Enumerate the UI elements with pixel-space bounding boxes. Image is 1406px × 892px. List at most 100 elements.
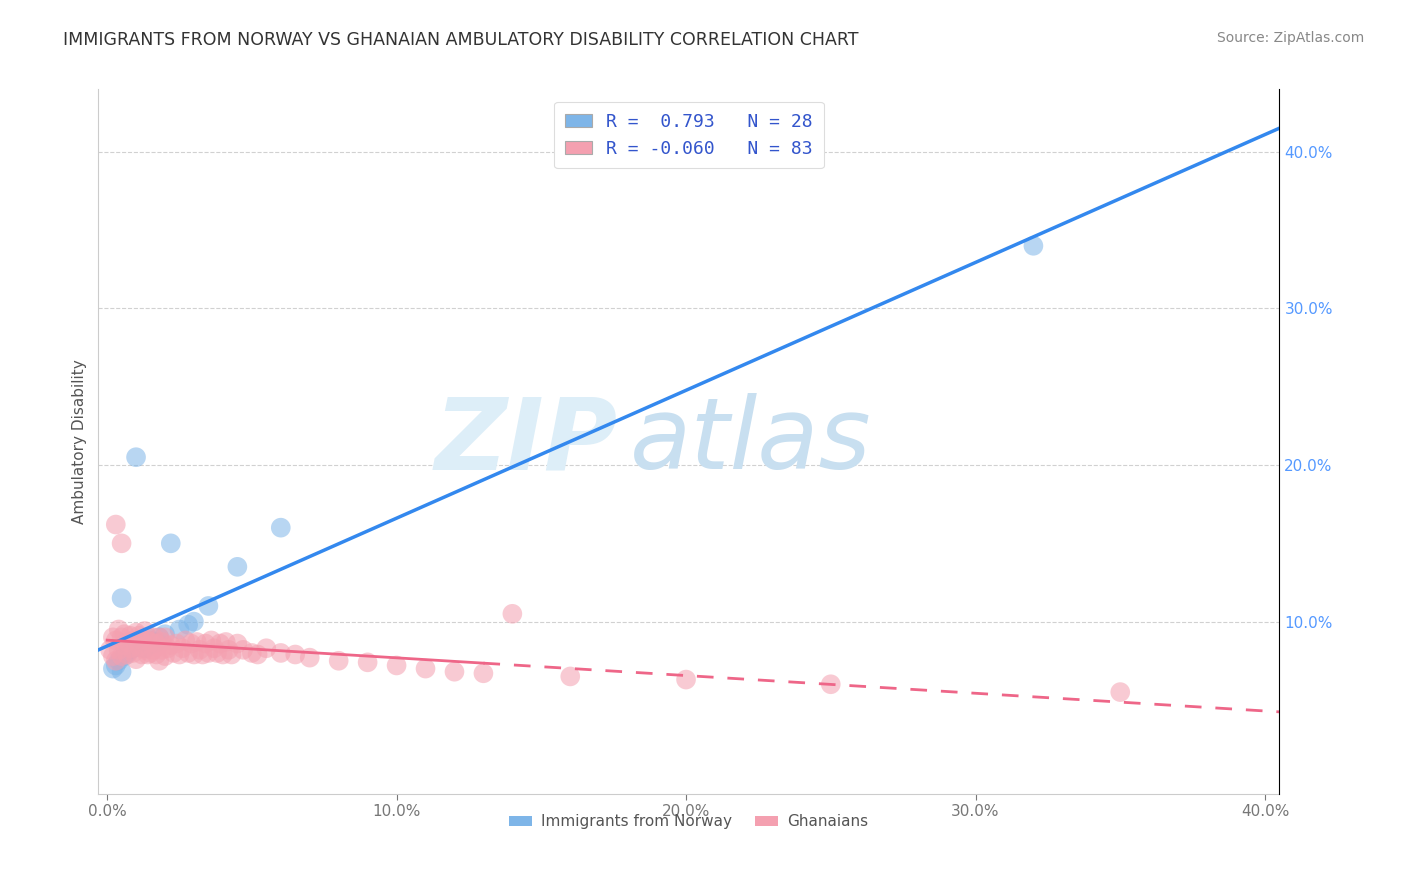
Point <box>104 517 127 532</box>
Point <box>101 630 124 644</box>
Point <box>415 662 437 676</box>
Text: IMMIGRANTS FROM NORWAY VS GHANAIAN AMBULATORY DISABILITY CORRELATION CHART: IMMIGRANTS FROM NORWAY VS GHANAIAN AMBUL… <box>63 31 859 49</box>
Point <box>150 642 173 657</box>
Point <box>148 654 170 668</box>
Text: atlas: atlas <box>630 393 872 490</box>
Point <box>221 648 243 662</box>
Point <box>328 654 350 668</box>
Point <box>172 641 194 656</box>
Point <box>202 641 225 656</box>
Point <box>232 642 254 657</box>
Text: ZIP: ZIP <box>434 393 619 490</box>
Point <box>385 658 408 673</box>
Point <box>284 648 307 662</box>
Point <box>114 649 136 664</box>
Point <box>110 649 132 664</box>
Point <box>1109 685 1132 699</box>
Point <box>134 624 156 638</box>
Point <box>142 630 165 644</box>
Point <box>169 648 191 662</box>
Point <box>136 648 159 662</box>
Point <box>142 642 165 657</box>
Point <box>145 636 167 650</box>
Point <box>197 599 219 613</box>
Point <box>139 633 162 648</box>
Point <box>128 629 150 643</box>
Point <box>675 673 697 687</box>
Point <box>139 646 162 660</box>
Point <box>125 652 148 666</box>
Point <box>188 642 211 657</box>
Point <box>114 638 136 652</box>
Point <box>148 630 170 644</box>
Point <box>122 646 145 660</box>
Point <box>125 625 148 640</box>
Point <box>145 635 167 649</box>
Point <box>114 627 136 641</box>
Point <box>356 656 378 670</box>
Point <box>120 641 142 656</box>
Point <box>117 648 139 662</box>
Point <box>122 633 145 648</box>
Point <box>125 638 148 652</box>
Point <box>153 649 176 664</box>
Point <box>472 666 495 681</box>
Point <box>142 636 165 650</box>
Point <box>104 654 127 668</box>
Point <box>150 635 173 649</box>
Point <box>180 636 202 650</box>
Point <box>134 641 156 656</box>
Point <box>131 633 153 648</box>
Point <box>218 642 240 657</box>
Point <box>153 630 176 644</box>
Point <box>166 636 188 650</box>
Point <box>131 635 153 649</box>
Point <box>153 627 176 641</box>
Point <box>101 662 124 676</box>
Point <box>117 635 139 649</box>
Point <box>128 633 150 648</box>
Point <box>131 648 153 662</box>
Point <box>128 640 150 654</box>
Point <box>215 635 238 649</box>
Point <box>246 648 269 662</box>
Point <box>122 641 145 656</box>
Point <box>134 642 156 657</box>
Point <box>107 642 129 657</box>
Point <box>104 658 127 673</box>
Point <box>98 642 121 657</box>
Point <box>212 648 235 662</box>
Point <box>208 636 231 650</box>
Point <box>501 607 523 621</box>
Point <box>117 646 139 660</box>
Point <box>560 669 582 683</box>
Point <box>110 665 132 679</box>
Legend: Immigrants from Norway, Ghanaians: Immigrants from Norway, Ghanaians <box>503 808 875 836</box>
Point <box>125 450 148 465</box>
Text: Source: ZipAtlas.com: Source: ZipAtlas.com <box>1216 31 1364 45</box>
Point <box>145 648 167 662</box>
Point <box>110 591 132 606</box>
Point <box>197 646 219 660</box>
Point <box>205 646 228 660</box>
Point <box>110 536 132 550</box>
Point <box>139 635 162 649</box>
Point <box>177 646 200 660</box>
Point <box>177 617 200 632</box>
Point <box>194 636 217 650</box>
Point <box>240 646 263 660</box>
Point <box>270 521 292 535</box>
Point <box>226 559 249 574</box>
Point <box>107 623 129 637</box>
Point <box>270 646 292 660</box>
Point <box>186 635 208 649</box>
Point <box>136 633 159 648</box>
Point <box>120 629 142 643</box>
Point <box>107 654 129 668</box>
Point <box>136 630 159 644</box>
Point <box>174 633 197 648</box>
Y-axis label: Ambulatory Disability: Ambulatory Disability <box>72 359 87 524</box>
Point <box>169 623 191 637</box>
Point <box>443 665 465 679</box>
Point <box>159 638 181 652</box>
